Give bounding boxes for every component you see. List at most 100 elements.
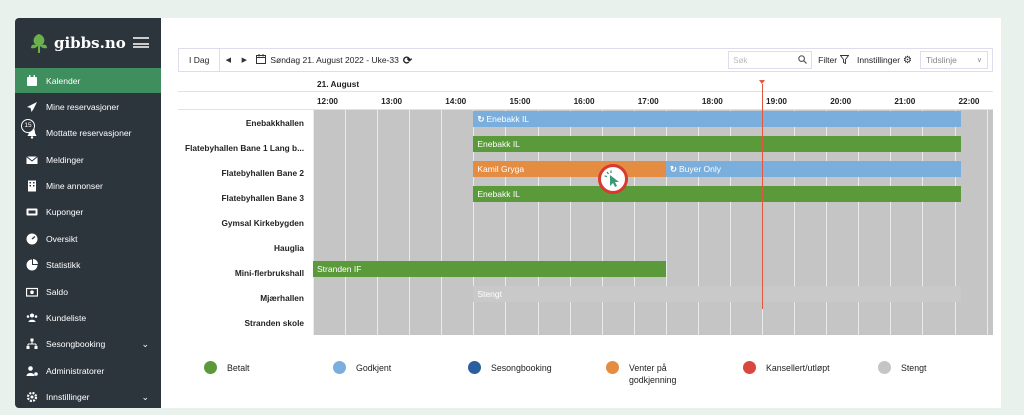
sidebar-item-meldinger[interactable]: Meldinger	[15, 147, 161, 172]
sidebar-item-statistikk[interactable]: Statistikk	[15, 253, 161, 278]
sidebar-item-oversikt[interactable]: Oversikt	[15, 226, 161, 251]
logo[interactable]: gibbs.no	[15, 18, 161, 68]
sidebar-item-administratorer[interactable]: Administratorer	[15, 358, 161, 383]
hour-label: 16:00	[573, 97, 595, 106]
sidebar-item-saldo[interactable]: Saldo	[15, 279, 161, 304]
booking-event[interactable]: Stranden IF	[313, 261, 666, 277]
sidebar-item-label: Mine reservasjoner	[46, 101, 120, 112]
cursor-click-icon	[598, 164, 628, 194]
timeline-cells[interactable]	[313, 235, 993, 260]
refresh-icon[interactable]: ⟳	[402, 54, 413, 67]
sidebar-item-label: Kalender	[46, 75, 81, 86]
building-icon	[25, 180, 39, 192]
notification-badge: 15	[21, 118, 35, 133]
timeline-cells[interactable]: Kamil Gryga ↻ Buyer Only	[313, 160, 993, 185]
sidebar-item-mottatte-reservasjoner[interactable]: 15 Mottatte reservasjoner	[15, 118, 161, 146]
date-header: 21. August	[317, 79, 360, 89]
booking-event[interactable]: Stengt	[473, 286, 961, 302]
hour-header-row: 12:00 13:00 14:00 15:00 16:00 17:00 18:00 19:00…	[178, 92, 993, 110]
resource-row: Stranden skole	[178, 310, 993, 335]
legend-label: Sesongbooking	[491, 363, 552, 373]
sidebar-item-kuponger[interactable]: Kuponger	[15, 200, 161, 225]
hour-label: 22:00	[958, 97, 980, 106]
paper-plane-icon	[25, 101, 39, 113]
legend-label: Stengt	[901, 363, 927, 373]
resource-name: Enebakkhallen	[245, 117, 304, 128]
timeline-cells[interactable]: Enebakk IL	[313, 135, 993, 160]
booking-label: Stengt	[477, 289, 502, 299]
booking-event[interactable]: Enebakk IL	[473, 136, 961, 152]
resource-name: Stranden skole	[244, 317, 304, 328]
timeline-cells[interactable]	[313, 310, 993, 335]
resource-row: Mjærhallen Stengt	[178, 285, 993, 310]
legend-dot-icon	[333, 361, 346, 374]
view-select[interactable]: Tidslinje ∨	[920, 51, 988, 69]
timeline-cells[interactable]: ↻ Enebakk IL	[313, 110, 993, 135]
recurring-icon: ↻	[477, 113, 485, 124]
sidebar-item-sesongbooking[interactable]: Sesongbooking ⌄	[15, 332, 161, 357]
booking-label: Kamil Gryga	[477, 164, 525, 174]
current-time-line	[762, 84, 764, 309]
legend-dot-icon	[878, 361, 891, 374]
resource-name: Gymsal Kirkebygden	[221, 217, 304, 228]
booking-event[interactable]: ↻ Enebakk IL	[473, 111, 961, 127]
booking-label: Buyer Only	[678, 164, 721, 174]
chevron-down-icon[interactable]: ⌄	[141, 338, 149, 349]
calendar-small-icon	[256, 54, 267, 66]
chevron-down-icon[interactable]: ⌄	[141, 391, 149, 402]
settings-button[interactable]: Innstillinger ⚙	[857, 55, 912, 66]
booking-event[interactable]: ↻ Buyer Only	[665, 161, 961, 177]
sidebar: gibbs.no Kalender Mine reservasjoner 15 Mot…	[15, 18, 161, 408]
hour-label: 13:00	[381, 97, 403, 106]
pie-chart-icon	[25, 259, 39, 271]
legend-dot-icon	[468, 361, 481, 374]
sidebar-item-label: Kundeliste	[46, 313, 87, 324]
date-picker[interactable]: Søndag 21. August 2022 - Uke-33 ⟳	[256, 54, 412, 67]
dashboard-icon	[25, 233, 39, 245]
timeline-cells[interactable]: Stranden IF	[313, 260, 993, 285]
prev-day-button[interactable]: ◀	[225, 57, 232, 64]
sidebar-item-label: Meldinger	[46, 154, 84, 165]
hour-label: 21:00	[894, 97, 916, 106]
legend-dot-icon	[606, 361, 619, 374]
sidebar-item-kundeliste[interactable]: Kundeliste	[15, 306, 161, 331]
next-day-button[interactable]: ▶	[241, 57, 248, 64]
search-input[interactable]: Søk	[728, 51, 813, 69]
hour-label: 12:00	[317, 97, 338, 106]
legend-label: Godkjent	[356, 363, 392, 373]
filter-button[interactable]: Filter	[818, 54, 850, 66]
timeline-grid: 21. August 12:00 13:00 14:00 15:00 16:00 17:0…	[178, 74, 993, 335]
sidebar-item-label: Kuponger	[46, 207, 84, 218]
hour-label: 19:00	[766, 97, 787, 106]
envelope-icon	[25, 154, 39, 166]
sitemap-icon	[25, 338, 39, 350]
sidebar-item-innstillinger[interactable]: Innstillinger ⌄	[15, 385, 161, 408]
resource-name: Flatebyhallen Bane 2	[221, 167, 304, 178]
sidebar-item-kalender[interactable]: Kalender	[15, 68, 161, 93]
ticket-icon	[25, 206, 39, 218]
timeline-cells[interactable]: Stengt	[313, 285, 993, 310]
current-time-marker-icon	[759, 80, 766, 84]
resource-name: Flatebyhallen Bane 3	[221, 192, 304, 203]
hour-label: 15:00	[509, 97, 531, 106]
sidebar-item-label: Statistikk	[46, 260, 81, 271]
resource-row: Flatebyhallen Bane 2 Kamil Gryga ↻ Buyer On…	[178, 160, 993, 185]
resource-row: Gymsal Kirkebygden	[178, 210, 993, 235]
current-date-label: Søndag 21. August 2022 - Uke-33	[270, 55, 399, 65]
booking-event[interactable]: Kamil Gryga	[473, 161, 666, 177]
sidebar-item-mine-annonser[interactable]: Mine annonser	[15, 174, 161, 199]
resource-row: Enebakkhallen ↻ Enebakk IL	[178, 110, 993, 135]
sidebar-item-label: Sesongbooking	[46, 339, 106, 350]
resource-row: Mini-flerbrukshall Stranden IF	[178, 260, 993, 285]
logo-mark-icon	[29, 32, 49, 54]
sidebar-item-mine-reservasjoner[interactable]: Mine reservasjoner	[15, 94, 161, 119]
sidebar-item-label: Mottatte reservasjoner	[46, 128, 132, 139]
today-button[interactable]: I Dag	[179, 49, 221, 71]
sidebar-item-label: Innstillinger	[46, 392, 90, 403]
booking-event[interactable]: Enebakk IL	[473, 186, 961, 202]
date-header-row: 21. August	[178, 74, 993, 92]
legend-item: Stengt	[878, 361, 927, 374]
hamburger-menu-icon[interactable]	[133, 37, 149, 48]
timeline-cells[interactable]	[313, 210, 993, 235]
timeline-cells[interactable]: Enebakk IL	[313, 185, 993, 210]
